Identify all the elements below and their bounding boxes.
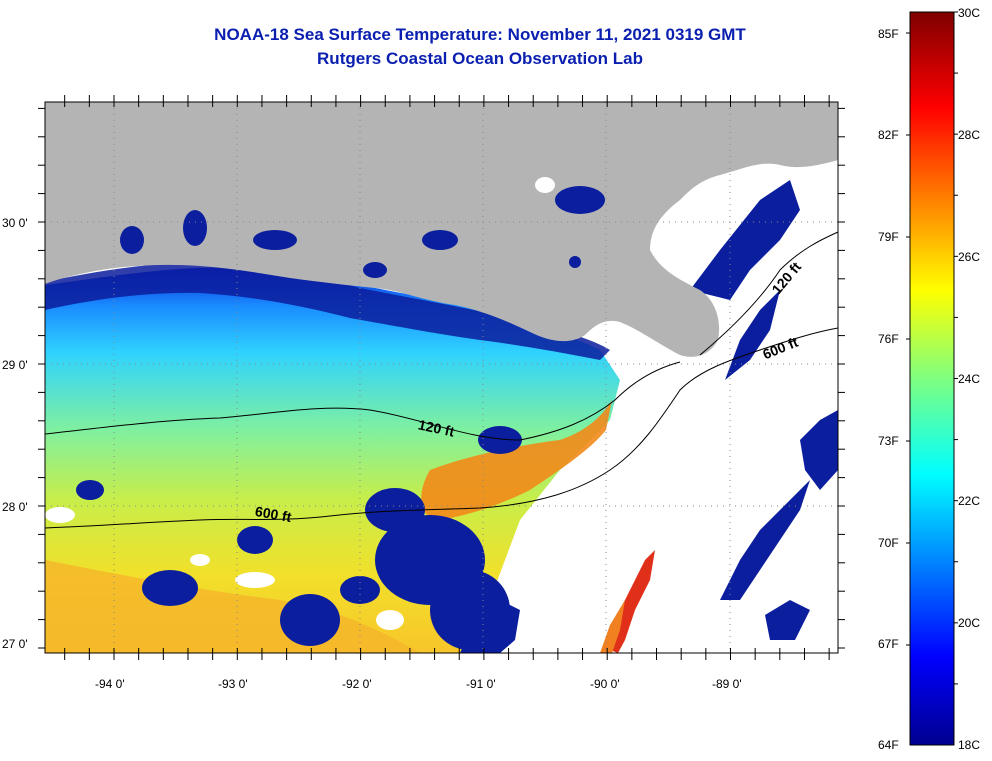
colorbar-c-label: 22C: [958, 494, 981, 508]
map-title: NOAA-18 Sea Surface Temperature: Novembe…: [214, 25, 746, 44]
colorbar-f-label: 73F: [878, 434, 899, 448]
lon-label: -90 0': [590, 677, 620, 691]
axis-ticks: [38, 95, 845, 660]
colorbar-f-label: 67F: [878, 637, 899, 651]
colorbar: [909, 11, 955, 746]
colorbar-c-label: 18C: [958, 738, 981, 752]
sst-cloud-gaps: [45, 507, 404, 630]
bathymetry-contours: [44, 231, 839, 529]
colorbar-c-label: 26C: [958, 250, 981, 264]
lon-label: -94 0': [95, 677, 125, 691]
lon-label: -93 0': [218, 677, 248, 691]
colorbar-f-label: 82F: [878, 128, 899, 142]
colorbar-f-label: 79F: [878, 230, 899, 244]
lat-label: 27 0': [2, 637, 28, 651]
map-border: [44, 101, 839, 654]
lake-no-data: [535, 177, 555, 193]
land-louisiana: [45, 102, 838, 357]
colorbar-f-label: 64F: [878, 738, 899, 752]
sst-cold-nearshore: [45, 262, 610, 360]
lon-label: -91 0': [466, 677, 496, 691]
colorbar-c-label: 20C: [958, 616, 981, 630]
lat-label: 29 0': [2, 358, 28, 372]
colorbar-f-label: 76F: [878, 332, 899, 346]
lat-label: 30 0': [2, 216, 28, 230]
sst-warm-plume: [421, 400, 612, 520]
lon-label: -89 0': [712, 677, 742, 691]
lon-label: -92 0': [342, 677, 372, 691]
colorbar-c-label: 30C: [958, 6, 981, 20]
lat-label: 28 0': [2, 500, 28, 514]
map-subtitle: Rutgers Coastal Ocean Observation Lab: [317, 49, 643, 68]
colorbar-c-label: 28C: [958, 128, 981, 142]
colorbar-ticks: [906, 11, 958, 685]
contour-120ft-line: [44, 361, 681, 441]
colorbar-c-label: 24C: [958, 372, 981, 386]
inland-lakes: [120, 186, 605, 278]
colorbar-f-label: 85F: [878, 27, 899, 41]
contour-600ft-line: [44, 327, 839, 529]
contour-120ft-east-line: [699, 231, 839, 356]
graticule: [45, 102, 838, 653]
colorbar-f-label: 70F: [878, 536, 899, 550]
